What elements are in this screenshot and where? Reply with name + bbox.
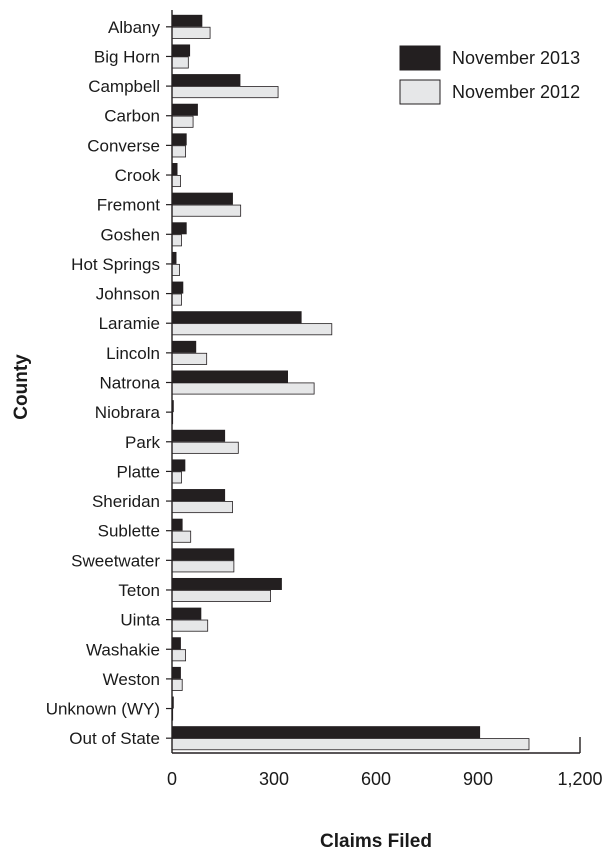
bar-november-2012-out-of-state	[171, 738, 530, 751]
bar-november-2012-sweetwater	[171, 560, 235, 573]
bar-november-2012-washakie	[171, 649, 186, 662]
legend-swatch-november-2012	[399, 79, 441, 105]
category-label-niobrara: Niobrara	[95, 403, 161, 422]
bar-november-2013-albany	[171, 14, 203, 27]
bar-november-2013-lincoln	[171, 340, 197, 353]
bar-november-2013-converse	[171, 133, 187, 146]
category-label-carbon: Carbon	[104, 107, 160, 126]
bar-november-2012-natrona	[171, 382, 315, 395]
category-label-johnson: Johnson	[96, 285, 160, 304]
category-label-washakie: Washakie	[86, 640, 160, 659]
bar-november-2013-platte	[171, 459, 186, 472]
bar-november-2013-campbell	[171, 74, 241, 87]
category-label-teton: Teton	[118, 581, 160, 600]
category-label-laramie: Laramie	[99, 314, 160, 333]
category-label-park: Park	[125, 433, 160, 452]
category-label-big-horn: Big Horn	[94, 47, 160, 66]
bar-november-2013-crook	[171, 163, 178, 176]
x-tick-label-600: 600	[361, 769, 391, 789]
bar-november-2012-teton	[171, 589, 271, 602]
x-tick-labels: 0 300 600 900 1,200	[167, 769, 603, 789]
bar-november-2013-park	[171, 429, 226, 442]
category-label-sheridan: Sheridan	[92, 492, 160, 511]
bar-november-2012-uinta	[171, 619, 209, 632]
category-label-unknown-wy: Unknown (WY)	[46, 700, 160, 719]
bar-november-2013-sweetwater	[171, 548, 235, 561]
bar-november-2013-teton	[171, 577, 282, 590]
category-label-sublette: Sublette	[98, 522, 160, 541]
bar-november-2012-laramie	[171, 323, 333, 336]
category-label-campbell: Campbell	[88, 77, 160, 96]
bar-november-2013-uinta	[171, 607, 202, 620]
category-label-natrona: Natrona	[100, 374, 161, 393]
category-label-fremont: Fremont	[97, 196, 161, 215]
bar-november-2012-hot-springs	[171, 263, 180, 276]
x-axis-title: Claims Filed	[320, 831, 432, 850]
bar-november-2013-laramie	[171, 311, 302, 324]
bar-november-2013-washakie	[171, 637, 181, 650]
bar-november-2013-sublette	[171, 518, 183, 531]
category-label-uinta: Uinta	[120, 611, 160, 630]
x-tick-label-0: 0	[167, 769, 177, 789]
bar-november-2012-converse	[171, 145, 186, 158]
category-label-crook: Crook	[115, 166, 161, 185]
category-label-hot-springs: Hot Springs	[71, 255, 160, 274]
bar-november-2012-weston	[171, 678, 183, 691]
bar-november-2013-carbon	[171, 103, 198, 116]
bar-november-2012-sheridan	[171, 501, 233, 514]
bar-november-2012-albany	[171, 26, 211, 39]
bar-november-2013-johnson	[171, 281, 184, 294]
category-label-lincoln: Lincoln	[106, 344, 160, 363]
bar-november-2012-fremont	[171, 204, 242, 217]
y-axis-title: County	[11, 354, 32, 420]
bar-november-2013-fremont	[171, 192, 233, 205]
legend-label-november-2013: November 2013	[452, 48, 580, 68]
legend-label-november-2012: November 2012	[452, 82, 580, 102]
bar-november-2012-big-horn	[171, 56, 189, 69]
category-label-albany: Albany	[108, 18, 160, 37]
category-label-converse: Converse	[87, 136, 160, 155]
legend: November 2013 November 2012	[399, 45, 580, 105]
bar-november-2012-park	[171, 441, 239, 454]
bar-november-2012-lincoln	[171, 352, 208, 365]
category-label-platte: Platte	[117, 462, 160, 481]
bar-november-2012-carbon	[171, 115, 194, 128]
bar-november-2012-campbell	[171, 86, 279, 99]
bar-november-2012-platte	[171, 471, 182, 484]
bar-november-2012-sublette	[171, 530, 192, 543]
bar-november-2013-sheridan	[171, 489, 226, 502]
bar-november-2013-out-of-state	[171, 726, 481, 739]
category-labels: Albany Big Horn Campbell Carbon Converse Croo…	[46, 18, 161, 748]
bar-november-2012-johnson	[171, 293, 182, 306]
category-label-goshen: Goshen	[100, 225, 160, 244]
category-label-sweetwater: Sweetwater	[71, 551, 160, 570]
bars-group	[171, 14, 530, 751]
bar-november-2013-weston	[171, 666, 181, 679]
bar-november-2013-natrona	[171, 370, 288, 383]
x-tick-label-1-200: 1,200	[557, 769, 602, 789]
bar-november-2012-goshen	[171, 234, 182, 247]
bar-november-2012-crook	[171, 175, 181, 188]
category-label-out-of-state: Out of State	[69, 729, 160, 748]
x-tick-label-300: 300	[259, 769, 289, 789]
bar-november-2013-goshen	[171, 222, 187, 235]
category-label-weston: Weston	[103, 670, 160, 689]
bar-november-2013-big-horn	[171, 44, 191, 57]
x-tick-label-900: 900	[463, 769, 493, 789]
legend-swatch-november-2013	[399, 45, 441, 71]
axes-group	[166, 10, 581, 754]
